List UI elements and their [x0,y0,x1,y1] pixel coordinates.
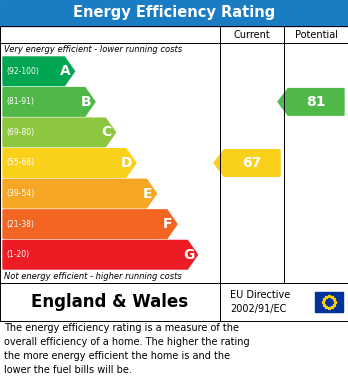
Text: (21-38): (21-38) [6,220,34,229]
Text: Not energy efficient - higher running costs: Not energy efficient - higher running co… [4,272,182,281]
Polygon shape [3,57,74,86]
Text: (81-91): (81-91) [6,97,34,106]
Text: Potential: Potential [294,29,338,39]
Text: England & Wales: England & Wales [31,293,189,311]
Text: F: F [163,217,173,231]
Text: (1-20): (1-20) [6,250,29,259]
Polygon shape [3,240,198,269]
Text: D: D [121,156,133,170]
Bar [0,26,348,283]
Polygon shape [3,179,157,208]
Text: The energy efficiency rating is a measure of the
overall efficiency of a home. T: The energy efficiency rating is a measur… [4,323,250,375]
Text: Current: Current [234,29,270,39]
Text: EU Directive
2002/91/EC: EU Directive 2002/91/EC [230,290,290,314]
Text: G: G [183,248,194,262]
Text: A: A [60,64,71,78]
Text: Very energy efficient - lower running costs: Very energy efficient - lower running co… [4,45,182,54]
Polygon shape [3,210,177,239]
Text: (55-68): (55-68) [6,158,34,167]
Text: C: C [101,126,112,140]
Text: (69-80): (69-80) [6,128,34,137]
Text: B: B [81,95,91,109]
Polygon shape [214,150,280,176]
Bar [315,292,343,312]
Bar [0,283,348,321]
Polygon shape [3,88,95,116]
Polygon shape [3,118,116,147]
Bar [0,0,348,26]
Text: (39-54): (39-54) [6,189,34,198]
Polygon shape [278,89,344,115]
Polygon shape [3,149,136,177]
Text: (92-100): (92-100) [6,67,39,76]
Text: Energy Efficiency Rating: Energy Efficiency Rating [73,5,275,20]
Text: 67: 67 [242,156,262,170]
Text: 81: 81 [306,95,326,109]
Text: E: E [143,187,152,201]
